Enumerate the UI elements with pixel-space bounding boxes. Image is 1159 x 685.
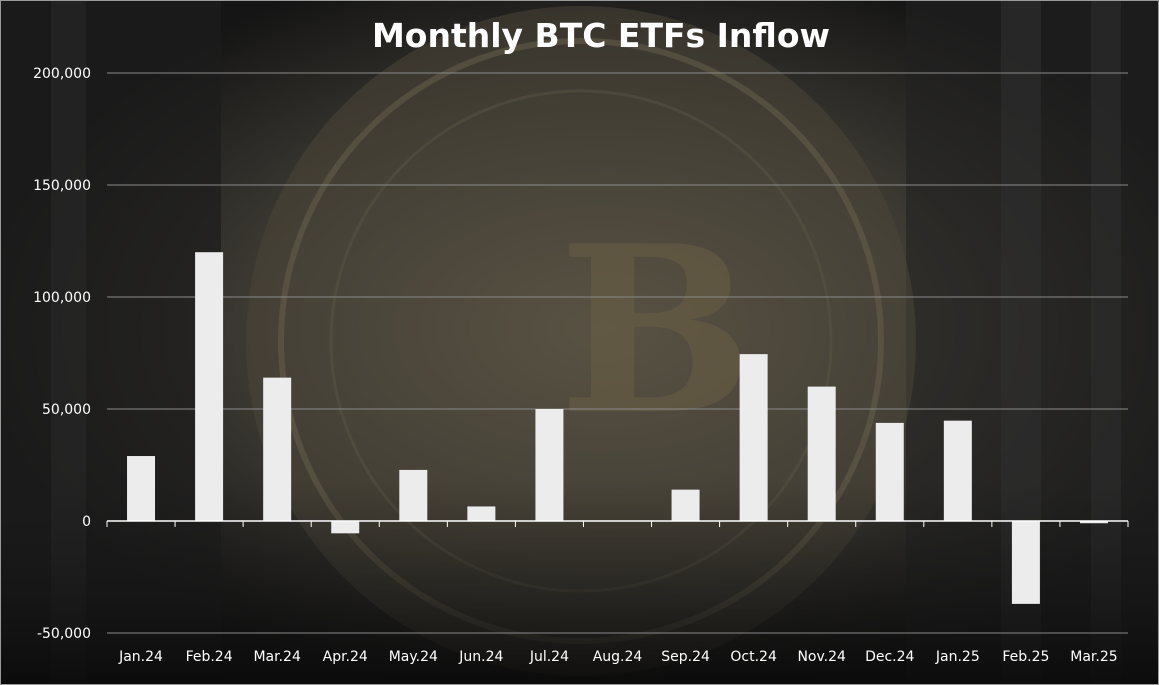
x-tick-label: Jun.24 [458,649,503,665]
x-tick-label: Jan.25 [935,649,980,665]
x-tick-label: Apr.24 [323,649,368,665]
x-tick-label: Mar.25 [1070,649,1117,665]
bar-dec-24 [875,422,904,521]
x-tick-label: May.24 [389,649,438,665]
x-tick-label: Feb.25 [1002,649,1049,665]
chart-title: Monthly BTC ETFs Inflow [372,16,830,55]
bar-nov-24 [807,386,836,521]
bar-feb-24 [195,252,224,521]
x-tick-label: Jan.24 [118,649,163,665]
bar-jul-24 [535,409,564,521]
bar-jun-24 [467,506,496,521]
bar-may-24 [399,469,428,521]
bar-apr-24 [331,521,360,534]
x-tick-label: Jul.24 [529,649,569,665]
coin-b-glyph: B [559,196,753,466]
bar-sep-24 [671,489,700,521]
x-tick-label: Dec.24 [865,649,914,665]
bar-oct-24 [739,354,768,521]
y-tick-label: 0 [82,514,91,530]
y-tick-label: 200,000 [33,66,91,82]
x-tick-label: Nov.24 [797,649,846,665]
x-tick-label: Oct.24 [730,649,777,665]
x-tick-label: Aug.24 [593,649,643,665]
y-tick-label: 100,000 [33,290,91,306]
y-tick-label: -50,000 [37,626,91,642]
x-tick-label: Sep.24 [661,649,710,665]
bar-jan-25 [943,420,972,521]
bar-mar-25 [1079,521,1108,524]
bar-mar-24 [263,377,292,521]
bar-jan-24 [127,456,156,521]
y-tick-label: 150,000 [33,178,91,194]
bar-feb-25 [1011,521,1040,604]
y-tick-label: 50,000 [42,402,91,418]
x-tick-label: Mar.24 [253,649,300,665]
x-tick-label: Feb.24 [186,649,233,665]
